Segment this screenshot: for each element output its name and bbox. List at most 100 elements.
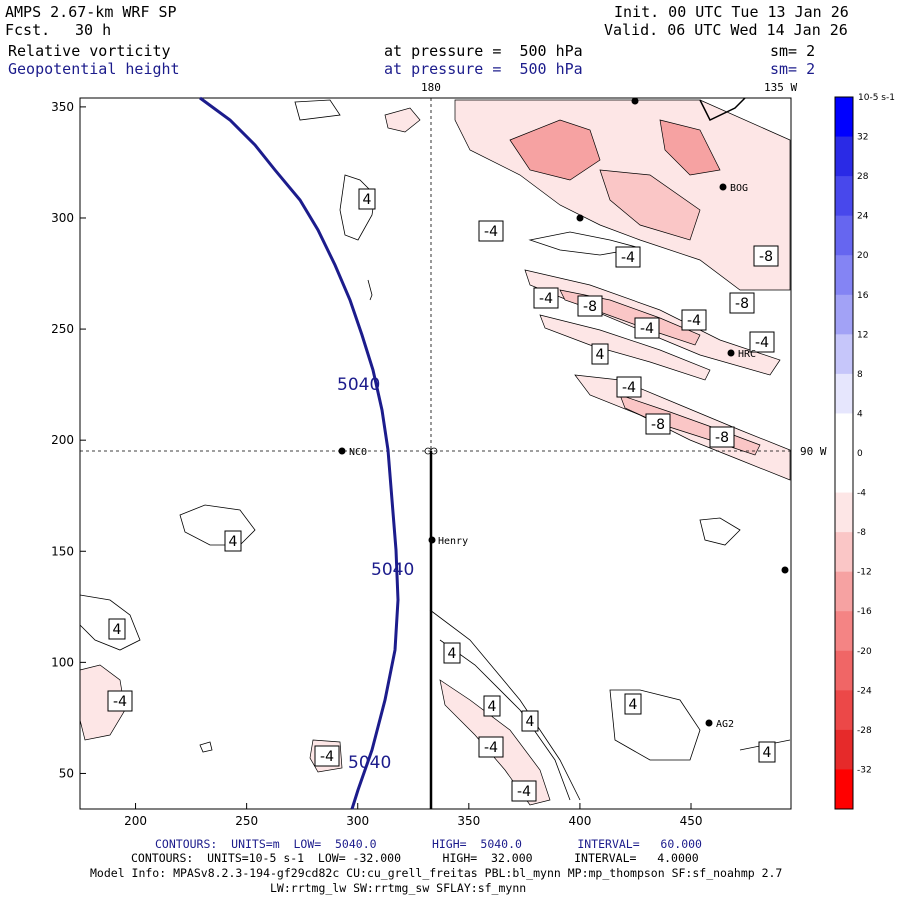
x-tick-label-0: 200: [124, 814, 147, 828]
vort-label-box-8: [729, 292, 755, 314]
field2-level: at pressure = 500 hPa: [384, 60, 583, 78]
colorbar-units: 10-5 s-1: [858, 93, 895, 103]
vorticity-shading: [79, 99, 791, 806]
station-hrc-marker: [727, 349, 735, 357]
vort-label-4: -4: [640, 321, 654, 337]
vort-patch-ne-dark3: [659, 119, 721, 176]
vort-label-22: -4: [517, 784, 531, 800]
vort-label-box-6: [615, 246, 641, 268]
colorbar-swatch-3: [835, 215, 853, 256]
colorbar-swatch-0: [835, 97, 853, 138]
vort-label-1: -4: [484, 224, 498, 240]
vort-label-16: -4: [113, 694, 127, 710]
station-bog-marker: [719, 183, 727, 191]
vort-label-box-17: [443, 642, 461, 664]
vort-label-box-16: [107, 690, 133, 712]
vort-label-box-9: [749, 331, 775, 353]
vort-label-7: -8: [759, 249, 773, 265]
pos-contour-5: [429, 609, 581, 801]
colorbar-tick-3: 20: [857, 251, 869, 261]
colorbar-tick-15: -28: [857, 726, 872, 736]
vort-label-0: 4: [363, 192, 372, 208]
footer-model-info: Model Info: MPASv8.2.3-194-gf29cd82c CU:…: [90, 866, 783, 880]
height-label-2: 5040: [371, 560, 414, 580]
footer-model-info-2: LW:rrtmg_lw SW:rrtmg_sw SFLAY:sf_mynn: [270, 881, 527, 895]
vort-label-21: -4: [320, 749, 334, 765]
field2-name: Geopotential height: [8, 60, 180, 78]
init-time: Init. 00 UTC Tue 13 Jan 26: [614, 3, 849, 21]
vort-label-19: 4: [526, 714, 535, 730]
vort-label-box-1: [478, 220, 504, 242]
vort-patch-ne-dark2: [599, 169, 701, 241]
colorbar-swatch-8: [835, 413, 853, 454]
vort-label-box-19: [521, 710, 539, 732]
vort-label-box-24: [758, 741, 776, 763]
vort-label-box-11: [616, 376, 642, 398]
height-label-1: 5040: [337, 375, 380, 395]
vort-label-17: 4: [448, 646, 457, 662]
colorbar: 32 28 24 20 16 12 8 4 0 -4 -8 -12 -16 -20 -24 -28 -32: [834, 96, 872, 810]
y-axis: 50 100 150 200 250 300 350: [51, 100, 86, 780]
y-tick-label-4: 250: [51, 322, 74, 336]
colorbar-swatch-1: [835, 136, 853, 177]
coastline-ne: [699, 97, 746, 121]
colorbar-swatch-12: [835, 571, 853, 612]
vort-label-24: 4: [763, 745, 772, 761]
station-henry-label: Henry: [438, 536, 468, 547]
colorbar-swatch-17: [835, 769, 853, 810]
vort-label-6: -4: [621, 250, 635, 266]
vort-label-13: -8: [715, 430, 729, 446]
pos-contour-2: [294, 99, 341, 121]
field2-smooth: sm= 2: [770, 60, 816, 78]
colorbar-tick-9: -4: [857, 489, 866, 499]
vort-label-18: 4: [488, 699, 497, 715]
vort-label-box-5: [681, 309, 707, 331]
station-ag2-label: AG2: [716, 719, 734, 730]
vort-label-box-12: [645, 413, 671, 435]
colorbar-tick-13: -20: [857, 647, 872, 657]
vort-label-box-15: [108, 618, 126, 640]
vort-label-9: -4: [755, 335, 769, 351]
colorbar-swatch-6: [835, 334, 853, 375]
forecast-value: 30 h: [75, 21, 112, 39]
pos-contour-4: [79, 594, 141, 651]
colorbar-tick-5: 12: [857, 330, 868, 340]
colorbar-swatch-7: [835, 373, 853, 414]
colorbar-tick-0: 32: [857, 133, 868, 143]
x-tick-label-2: 300: [346, 814, 369, 828]
colorbar-swatch-11: [835, 532, 853, 573]
field1-name: Relative vorticity: [8, 42, 171, 60]
vorticity-labels: 4 -4 -4 -8 -4 -4 -4 -8 -8 -4 4 -4 -8 -8 4 4 -4 4 4 4 -4 -4 -4 4…: [107, 188, 779, 802]
colorbar-swatch-15: [835, 690, 853, 731]
vort-label-box-13: [709, 426, 735, 448]
station-henry-marker: [428, 536, 436, 544]
vort-label-15: 4: [113, 622, 122, 638]
x-tick-label-5: 450: [680, 814, 703, 828]
forecast-label: Fcst.: [5, 21, 51, 39]
y-tick-label-3: 200: [51, 433, 74, 447]
vort-label-5: -4: [687, 313, 701, 329]
station-hrc-label: HRC: [738, 349, 756, 360]
pos-contour-8: [699, 517, 741, 546]
lon-label-180: 180: [421, 81, 441, 94]
colorbar-tick-8: 0: [857, 449, 863, 459]
vort-label-11: -4: [622, 380, 636, 396]
x-tick-label-1: 250: [235, 814, 258, 828]
vort-label-23: 4: [629, 697, 638, 713]
station-marker-c: [781, 566, 789, 574]
footer-contours-vorticity: CONTOURS: UNITS=10-5 s-1 LOW= -32.000 HI…: [131, 851, 699, 865]
x-axis: 200 250 300 350 400 450: [124, 803, 702, 828]
vort-label-2: -4: [539, 291, 553, 307]
colorbar-swatch-5: [835, 294, 853, 335]
y-tick-label-6: 350: [51, 100, 74, 114]
vort-label-box-23: [624, 693, 642, 715]
footer-contours-height: CONTOURS: UNITS=m LOW= 5040.0 HIGH= 5040…: [155, 837, 702, 851]
pos-contour-1: [339, 174, 376, 241]
vort-label-box-18: [483, 695, 501, 717]
vort-label-box-4: [634, 317, 660, 339]
field1-smooth: sm= 2: [770, 42, 816, 60]
colorbar-tick-11: -12: [857, 568, 872, 578]
vorticity-contours: [79, 99, 791, 801]
colorbar-swatch-10: [835, 492, 853, 533]
vort-patch-n: [384, 107, 421, 133]
